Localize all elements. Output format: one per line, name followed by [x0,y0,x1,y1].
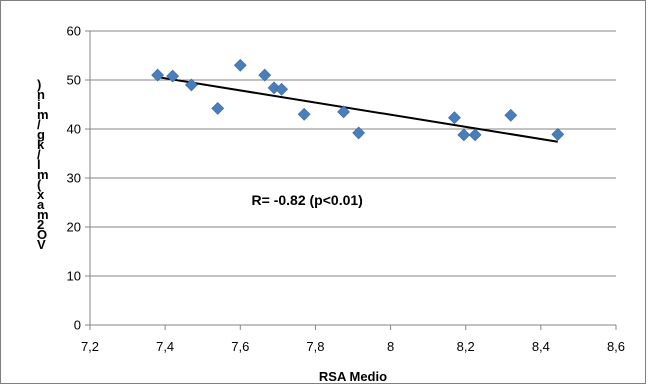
x-tick-label: 7,8 [306,339,324,354]
y-axis-title-glyph: m [37,107,49,122]
y-axis-title-glyph: / [37,147,41,162]
y-tick-labels: 0 10 20 30 40 50 60 [67,24,81,333]
y-tick-label: 20 [67,220,81,235]
data-point [457,128,471,142]
data-point [185,78,198,92]
data-point [352,126,366,140]
data-point [258,68,272,82]
trendline [157,76,558,143]
y-axis-title-glyph: ( [37,177,42,192]
y-axis-title-glyph: ) [37,77,41,92]
trendline-group [157,76,558,143]
y-axis-title-glyph: V [37,237,46,252]
y-axis-title-glyph: m [37,167,49,182]
data-point [297,107,311,121]
y-axis-title-glyph: l [37,157,41,172]
data-point [166,69,180,83]
y-axis-title-glyph: O [37,227,47,242]
y-axis-title-glyph: g [37,127,45,142]
data-points [151,58,565,142]
data-point [504,108,518,122]
y-tick-label: 10 [67,269,81,284]
x-tick-label: 8 [387,339,394,354]
y-axis-title-glyph: n [37,87,45,102]
y-axis-title-glyph: 2 [37,217,44,232]
axes [85,30,617,330]
data-point [551,127,565,141]
y-axis-title: ) n i m / g k / l m(x a m 2 O V [37,77,49,252]
x-tick-label: 8,6 [607,339,625,354]
data-point [233,58,247,72]
grid-lines [90,30,616,277]
y-tick-label: 30 [67,171,81,186]
data-point [151,68,165,82]
correlation-annotation: R= -0.82 (p<0.01) [252,192,363,208]
data-point [448,111,461,125]
x-tick-label: 8,2 [457,339,475,354]
x-tick-labels: 7,2 7,4 7,6 7,8 8 8,2 8,4 8,6 [81,339,625,354]
data-point [211,101,225,115]
x-axis-title: RSA Medio [319,369,387,384]
data-point [337,105,351,119]
data-point [275,82,289,96]
x-tick-label: 7,4 [156,339,174,354]
y-axis-title-glyph: x [37,187,45,202]
data-point [468,128,482,142]
y-axis-title-glyph: m [37,207,49,222]
y-tick-label: 0 [74,318,81,333]
y-axis-title-glyph: i [37,97,41,112]
y-axis-title-glyph: / [37,117,41,132]
y-tick-label: 60 [67,24,81,39]
x-tick-label: 8,4 [532,339,550,354]
y-axis-title-glyph: a [37,197,45,212]
y-tick-label: 50 [67,73,81,88]
x-tick-label: 7,2 [81,339,99,354]
y-axis-title-glyph: k [37,137,45,152]
x-tick-label: 7,6 [231,339,249,354]
y-tick-label: 40 [67,122,81,137]
